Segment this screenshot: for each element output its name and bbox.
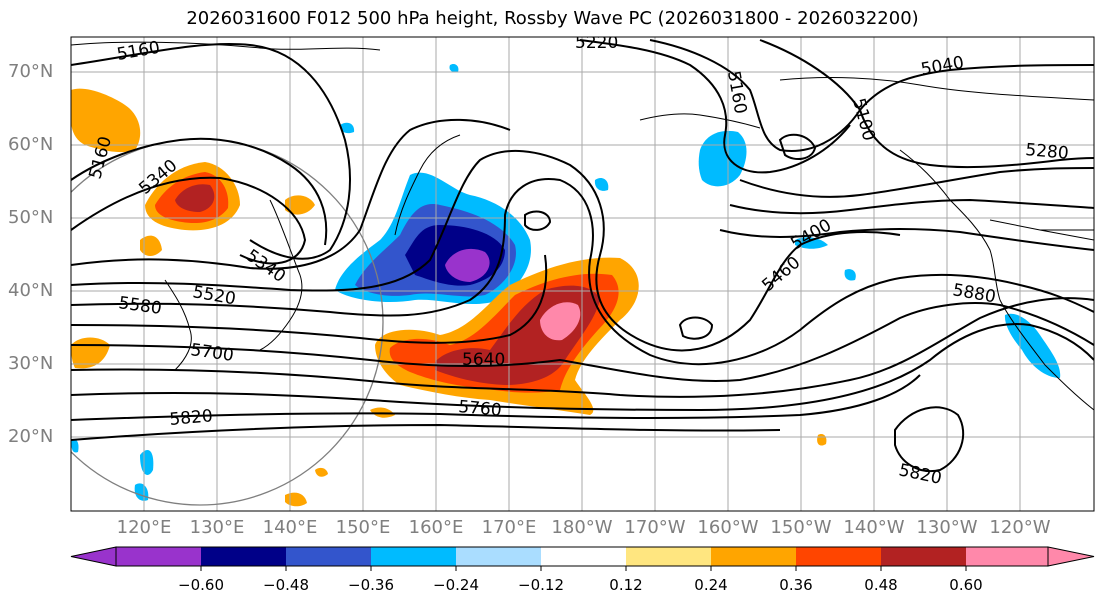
height-contours — [71, 39, 1094, 473]
map-title: 2026031600 F012 500 hPa height, Rossby W… — [186, 8, 919, 29]
lon-label: 170°W — [624, 517, 686, 538]
colorbar-segment — [711, 547, 796, 566]
lon-label: 130°E — [189, 517, 245, 538]
colorbar-extend-right — [1047, 546, 1095, 567]
colorbar-segment — [966, 547, 1048, 566]
colorbar-segment — [116, 547, 201, 566]
contour-label: 5640 — [462, 350, 505, 370]
lon-label: 140°W — [843, 517, 905, 538]
colorbar-extend-left — [70, 546, 117, 567]
colorbar-tick-label: −0.48 — [263, 576, 309, 594]
colorbar-frame — [115, 546, 1049, 567]
colorbar-segment — [456, 547, 541, 566]
lat-label: 40°N — [8, 280, 54, 301]
coastlines — [71, 41, 1094, 411]
contour-label: 5820 — [169, 406, 214, 430]
lat-label: 20°N — [8, 426, 54, 447]
lon-label: 180°W — [551, 517, 613, 538]
colorbar-tick-label: 0.12 — [609, 576, 643, 594]
lon-label: 150°W — [770, 517, 832, 538]
lat-label: 50°N — [8, 207, 54, 228]
map-frame — [70, 36, 1095, 512]
map-area: 5160 5160 5340 5340 5520 5580 5700 5820 … — [71, 33, 1094, 511]
lon-label: 150°E — [335, 517, 391, 538]
colorbar-segment — [881, 547, 966, 566]
contour-label: 5220 — [575, 33, 618, 53]
colorbar-tick-label: −0.12 — [518, 576, 564, 594]
colorbar-tick-label: 0.60 — [949, 576, 983, 594]
colorbar-tick-label: 0.36 — [779, 576, 813, 594]
contour-label: 5760 — [458, 397, 503, 421]
colorbar-tick-label: 0.24 — [694, 576, 728, 594]
contour-label: 5280 — [1025, 140, 1070, 164]
colorbar-segment — [286, 547, 371, 566]
lon-label: 160°W — [697, 517, 759, 538]
colorbar-segment — [626, 547, 711, 566]
lat-label: 60°N — [8, 134, 54, 155]
lon-label: 120°W — [989, 517, 1051, 538]
lat-label: 70°N — [8, 61, 54, 82]
lon-label: 120°E — [116, 517, 172, 538]
lat-label: 30°N — [8, 353, 54, 374]
anomaly-shading — [71, 63, 1061, 507]
colorbar — [70, 546, 1095, 571]
colorbar-segment — [201, 547, 286, 566]
colorbar-segment — [541, 547, 626, 566]
lon-label: 140°E — [262, 517, 318, 538]
lon-label: 170°E — [481, 517, 537, 538]
colorbar-segment — [796, 547, 881, 566]
lon-label: 130°W — [916, 517, 978, 538]
colorbar-tick-label: −0.36 — [348, 576, 394, 594]
colorbar-tick-label: 0.48 — [864, 576, 898, 594]
lon-label: 160°E — [408, 517, 464, 538]
colorbar-tick-label: −0.60 — [178, 576, 224, 594]
colorbar-tick-label: −0.24 — [433, 576, 479, 594]
colorbar-segment — [371, 547, 456, 566]
